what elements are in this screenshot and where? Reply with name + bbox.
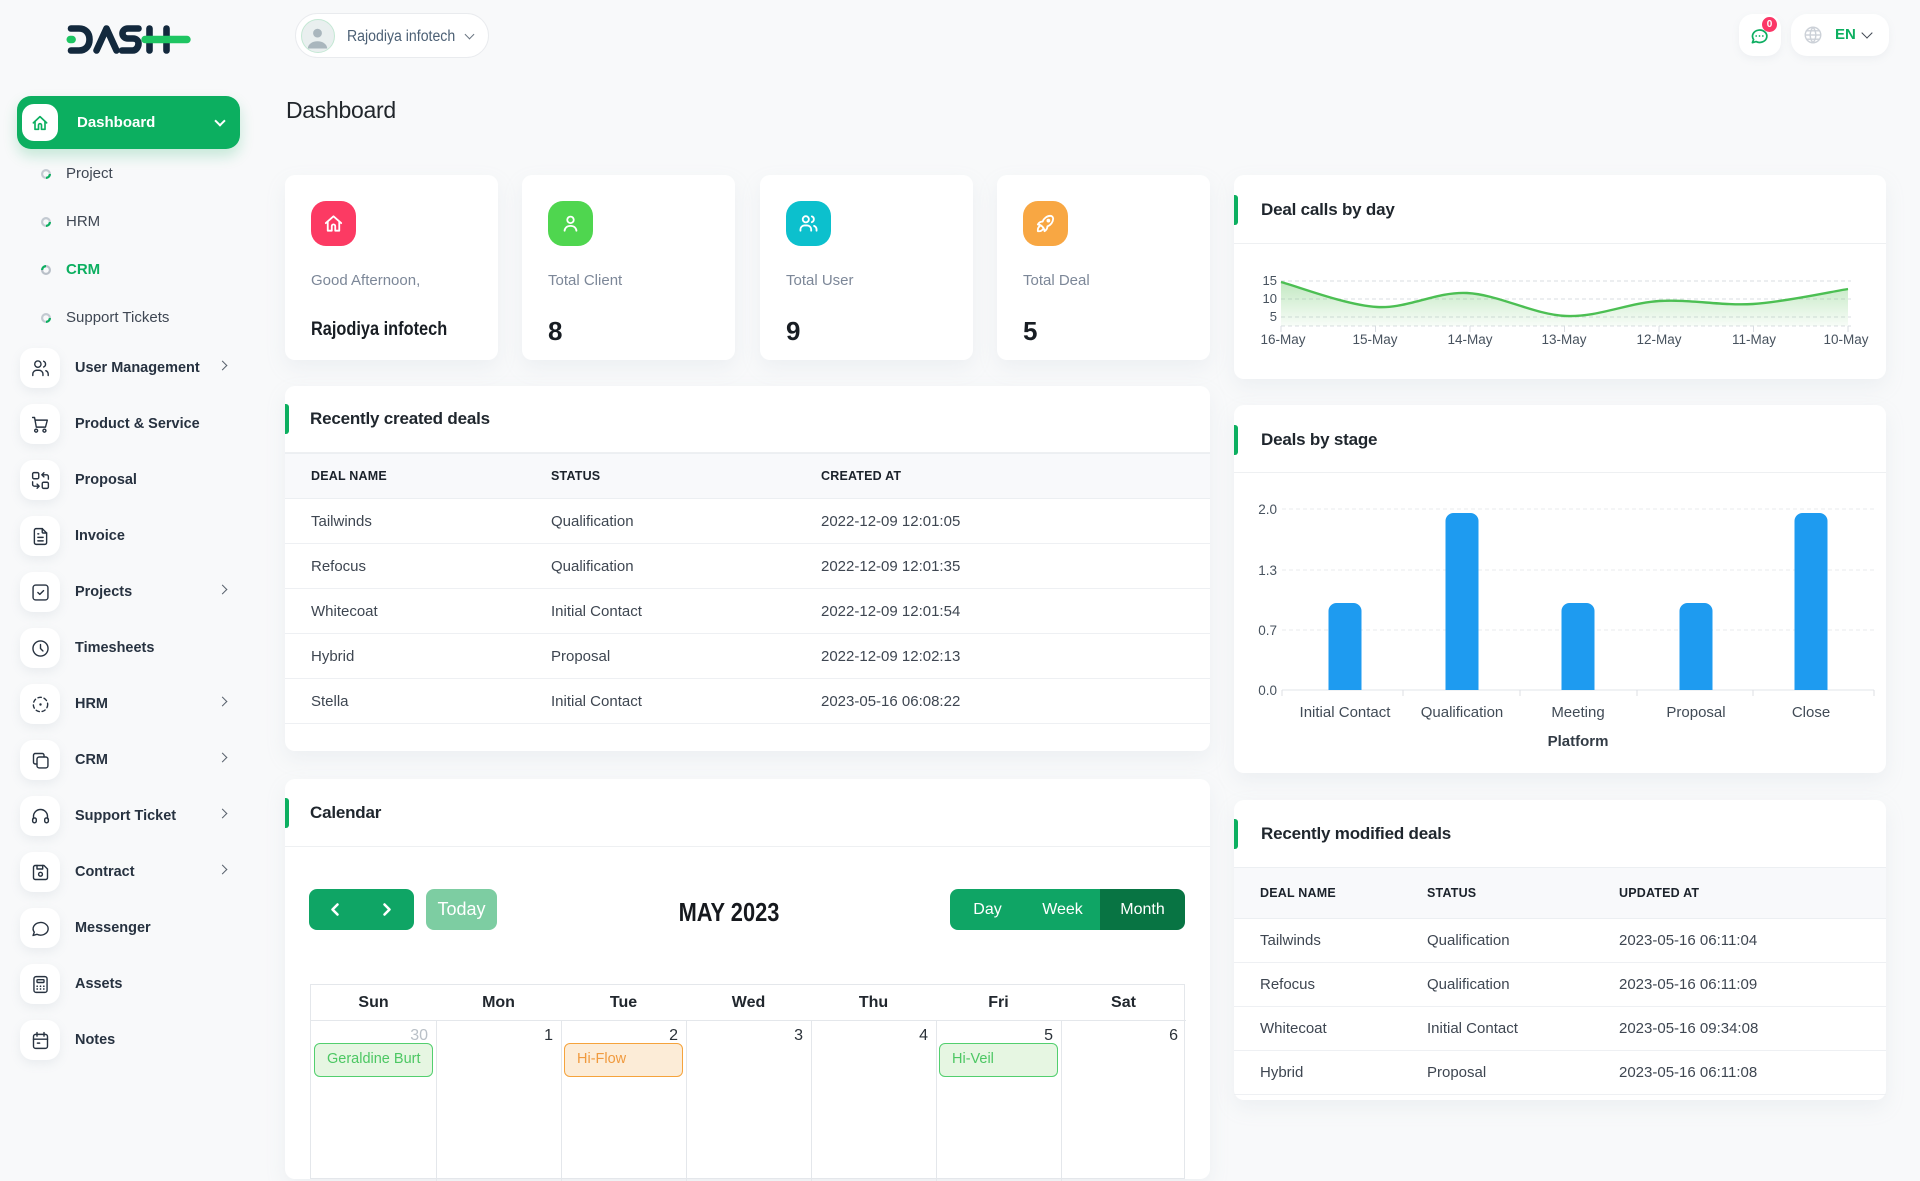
svg-text:2.0: 2.0 (1258, 502, 1277, 517)
svg-text:Initial Contact: Initial Contact (1300, 704, 1392, 721)
svg-text:10-May: 10-May (1823, 332, 1868, 347)
svg-text:13-May: 13-May (1541, 332, 1586, 347)
svg-text:1.3: 1.3 (1258, 563, 1277, 578)
svg-text:Meeting: Meeting (1551, 704, 1604, 721)
svg-text:10: 10 (1263, 291, 1277, 306)
svg-text:0.7: 0.7 (1258, 623, 1277, 638)
svg-text:5: 5 (1270, 309, 1277, 324)
svg-text:11-May: 11-May (1732, 332, 1776, 347)
svg-text:Proposal: Proposal (1666, 704, 1725, 721)
svg-text:15: 15 (1263, 273, 1277, 288)
svg-text:16-May: 16-May (1260, 332, 1305, 347)
svg-text:0.0: 0.0 (1258, 683, 1277, 698)
svg-text:12-May: 12-May (1636, 332, 1681, 347)
svg-text:14-May: 14-May (1447, 332, 1492, 347)
svg-text:Qualification: Qualification (1421, 704, 1504, 721)
svg-text:Platform: Platform (1548, 733, 1609, 750)
svg-text:15-May: 15-May (1352, 332, 1397, 347)
svg-text:Close: Close (1792, 704, 1830, 721)
